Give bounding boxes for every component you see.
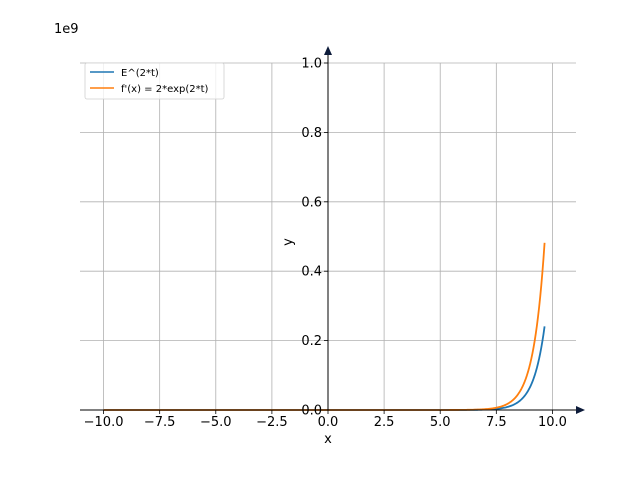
series-line-2	[103, 242, 546, 411]
y-tick-label: 1.0	[301, 57, 322, 72]
y-tick-label: 0.4	[301, 265, 322, 280]
x-tick-label: −7.5	[144, 415, 176, 430]
y-scale-label: 1e9	[54, 22, 79, 37]
legend-label-series-2: f'(x) = 2*exp(2*t)	[121, 84, 209, 95]
y-tick-label: 0.2	[301, 334, 322, 349]
series-layer	[103, 242, 546, 411]
axes	[80, 46, 585, 414]
x-tick-label: 0.0	[318, 415, 339, 430]
x-tick-label: −10.0	[84, 415, 124, 430]
y-tick-label: 0.6	[301, 195, 322, 210]
y-ticks: 0.0 0.2 0.4 0.6 0.8 1.0	[301, 57, 328, 419]
x-tick-label: −5.0	[200, 415, 232, 430]
legend-box	[84, 62, 225, 100]
y-tick-label: 0.8	[301, 126, 322, 141]
legend-label-series-1: E^(2*t)	[121, 68, 159, 79]
y-axis-arrow	[324, 46, 332, 55]
y-tick-label: 0.0	[301, 404, 322, 419]
x-axis-arrow	[576, 406, 585, 414]
x-tick-label: 7.5	[486, 415, 507, 430]
legend: E^(2*t) f'(x) = 2*exp(2*t)	[84, 62, 225, 100]
y-axis-label: y	[281, 238, 296, 246]
x-axis-label: x	[324, 432, 332, 447]
x-tick-label: −2.5	[256, 415, 288, 430]
series-line-1	[103, 326, 546, 411]
x-tick-label: 5.0	[430, 415, 451, 430]
x-tick-label: 10.0	[538, 415, 567, 430]
x-tick-label: 2.5	[374, 415, 395, 430]
x-ticks: −10.0 −7.5 −5.0 −2.5 0.0 2.5 5.0 7.5 10.0	[84, 410, 567, 430]
